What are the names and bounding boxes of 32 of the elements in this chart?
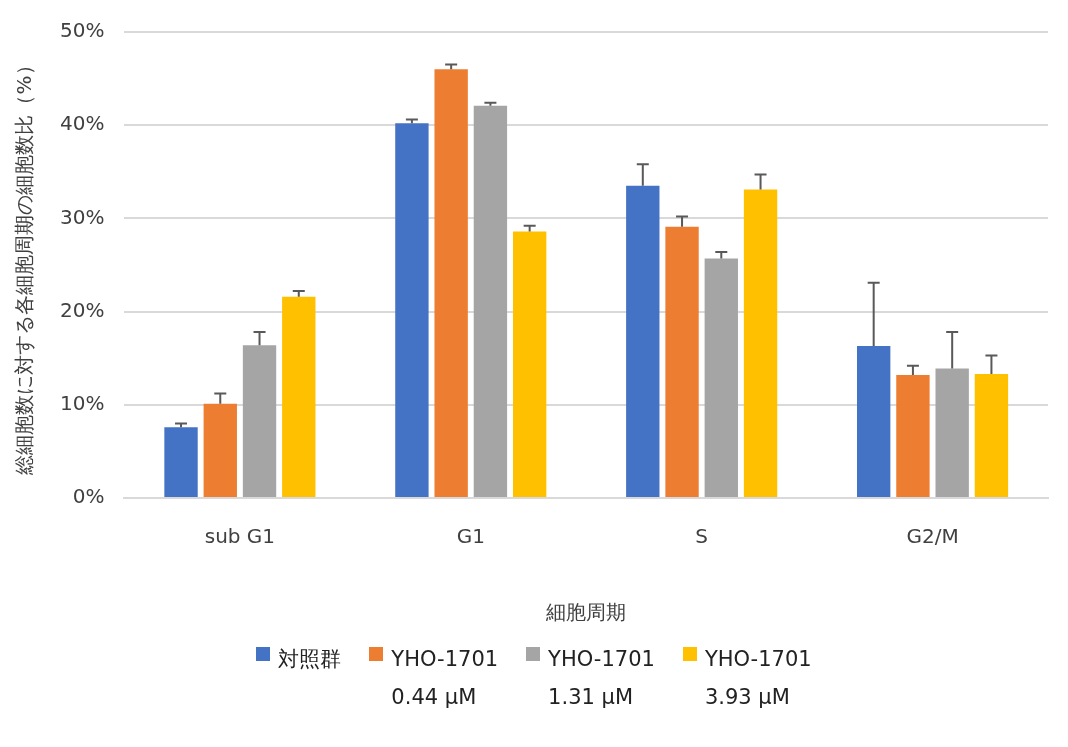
bar <box>857 346 891 497</box>
x-axis-title: 細胞周期 <box>545 600 627 625</box>
y-tick-label: 40% <box>60 111 105 136</box>
y-tick-label: 10% <box>60 391 105 415</box>
bar <box>626 185 660 497</box>
y-tick-label: 20% <box>60 297 105 322</box>
bar <box>203 403 237 497</box>
x-tick-label: S <box>695 524 709 549</box>
bar <box>473 105 508 497</box>
bar <box>434 69 468 497</box>
legend-label: 対照群 <box>278 646 342 673</box>
bar <box>935 368 969 497</box>
bar <box>512 231 547 497</box>
bar <box>395 123 429 497</box>
x-tick-label: sub G1 <box>204 524 276 549</box>
bar <box>704 258 738 497</box>
bar <box>164 427 198 497</box>
bar <box>974 374 1009 497</box>
bar <box>665 226 699 497</box>
bar <box>242 345 277 497</box>
legend-label: YHO-1701 1.31 μM <box>548 646 655 711</box>
y-tick-label: 0% <box>72 484 105 509</box>
y-tick-label: 50% <box>60 18 105 43</box>
legend-label: YHO-1701 3.93 μM <box>704 646 812 711</box>
x-tick-label: G1 <box>456 524 485 549</box>
bar <box>282 296 316 497</box>
y-tick-label: 30% <box>60 204 105 229</box>
y-axis-title: 総細胞数に対する各細胞周期の細胞数比（%） <box>12 55 37 476</box>
bar <box>896 374 930 497</box>
bar <box>743 189 778 497</box>
legend-label: YHO-1701 0.44 μM <box>391 646 499 711</box>
x-tick-label: G2/M <box>906 524 959 549</box>
